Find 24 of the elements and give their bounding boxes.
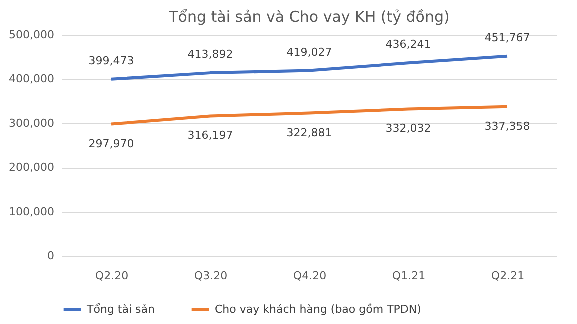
data-label: 297,970 — [88, 137, 134, 150]
data-label: 322,881 — [286, 126, 332, 140]
x-tick-label: Q1.21 — [392, 270, 426, 282]
y-tick-label: 100,000 — [9, 205, 54, 218]
x-tick-label: Q4.20 — [293, 270, 327, 282]
x-tick-label: Q2.20 — [95, 270, 129, 282]
data-label: 436,241 — [386, 38, 432, 52]
x-tick-label: Q2.21 — [491, 270, 525, 282]
data-label: 316,197 — [188, 129, 234, 142]
y-tick-label: 500,000 — [9, 28, 54, 42]
legend-label: Cho vay khách hàng (bao gồm TPDN) — [215, 302, 422, 316]
data-label: 337,358 — [484, 120, 530, 133]
y-tick-label: 0 — [48, 250, 54, 262]
data-label: 419,027 — [286, 46, 332, 59]
data-label: 451,767 — [484, 31, 530, 44]
legend-label: Tổng tài sản — [86, 302, 155, 316]
data-label: 399,473 — [88, 54, 134, 68]
y-tick-label: 300,000 — [9, 116, 54, 130]
y-tick-label: 400,000 — [9, 72, 54, 86]
x-tick-label: Q3.20 — [194, 270, 228, 282]
chart-title: Tổng tài sản và Cho vay KH (tỷ đồng) — [168, 8, 450, 26]
y-tick-label: 200,000 — [9, 161, 54, 174]
data-label: 413,892 — [188, 48, 234, 62]
data-label: 332,032 — [386, 122, 432, 136]
